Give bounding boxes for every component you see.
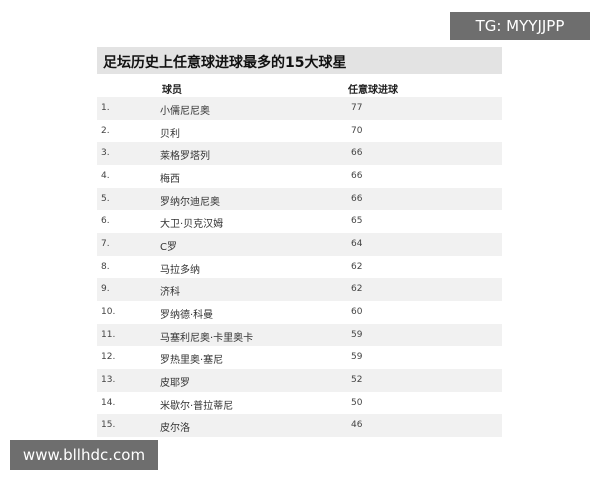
- player-name-cell: 大卫·贝克汉姆: [160, 219, 224, 231]
- table-row: 5. 罗纳尔迪尼奥 66: [97, 187, 502, 211]
- rank-cell: 6.: [101, 216, 110, 227]
- rank-cell: 2.: [101, 125, 110, 136]
- table-row: 4. 梅西 66: [97, 165, 502, 188]
- player-name-cell: 梅西: [160, 173, 180, 185]
- goals-cell: 50: [351, 397, 363, 408]
- table-row: 11. 马塞利尼奥·卡里奥卡 59: [97, 323, 502, 347]
- column-header-player: 球员: [162, 85, 182, 96]
- goals-cell: 60: [351, 306, 363, 317]
- player-name-cell: 罗热里奥·塞尼: [160, 355, 224, 367]
- table-row: 7. C罗 64: [97, 232, 502, 256]
- ranking-table: 1. 小儒尼尼奥 77 2. 贝利 70 3. 莱格罗塔列 66 4. 梅西 66 5. 罗纳尔迪尼奥 66…: [97, 97, 502, 437]
- rank-cell: 7.: [101, 238, 110, 249]
- rank-cell: 8.: [101, 261, 110, 272]
- goals-cell: 66: [351, 148, 363, 159]
- rank-cell: 11.: [101, 329, 116, 340]
- rank-cell: 5.: [101, 193, 110, 204]
- goals-cell: 46: [351, 420, 363, 431]
- table-row: 8. 马拉多纳 62: [97, 256, 502, 279]
- rank-cell: 1.: [101, 103, 110, 113]
- table-row: 9. 济科 62: [97, 278, 502, 301]
- rank-cell: 12.: [101, 352, 116, 363]
- column-header-goals: 任意球进球: [348, 85, 398, 96]
- player-name-cell: 马拉多纳: [160, 264, 200, 276]
- table-row: 14. 米歇尔·普拉蒂尼 50: [97, 392, 502, 415]
- table-row: 13. 皮耶罗 52: [97, 368, 502, 392]
- player-name-cell: 罗纳德·科曼: [160, 309, 214, 321]
- rank-cell: 9.: [101, 284, 110, 295]
- goals-cell: 59: [351, 329, 363, 340]
- watermark-bottom-left: www.bllhdc.com: [10, 440, 158, 470]
- rank-cell: 10.: [101, 306, 116, 317]
- table-row: 12. 罗热里奥·塞尼 59: [97, 346, 502, 369]
- player-name-cell: 贝利: [160, 128, 180, 140]
- rank-cell: 3.: [101, 148, 110, 159]
- table-row: 2. 贝利 70: [97, 120, 502, 143]
- goals-cell: 77: [351, 103, 363, 113]
- player-name-cell: C罗: [160, 241, 177, 253]
- player-name-cell: 小儒尼尼奥: [160, 106, 210, 117]
- player-name-cell: 罗纳尔迪尼奥: [160, 196, 220, 208]
- player-name-cell: 皮耶罗: [160, 377, 190, 389]
- table-title: 足坛历史上任意球进球最多的15大球星: [103, 55, 347, 71]
- goals-cell: 59: [351, 352, 363, 363]
- goals-cell: 65: [351, 216, 363, 227]
- watermark-top-right: TG: MYYJJPP: [450, 12, 590, 40]
- goals-cell: 70: [351, 125, 363, 136]
- goals-cell: 62: [351, 261, 363, 272]
- goals-cell: 64: [351, 238, 363, 249]
- rank-cell: 4.: [101, 170, 110, 181]
- table-row: 10. 罗纳德·科曼 60: [97, 301, 502, 324]
- table-row: 6. 大卫·贝克汉姆 65: [97, 210, 502, 233]
- player-name-cell: 皮尔洛: [160, 423, 190, 435]
- rank-cell: 15.: [101, 420, 116, 431]
- rank-cell: 13.: [101, 374, 116, 385]
- table-title-bar: 足坛历史上任意球进球最多的15大球星: [97, 47, 502, 74]
- table-row: 3. 莱格罗塔列 66: [97, 142, 502, 165]
- goals-cell: 66: [351, 193, 363, 204]
- goals-cell: 62: [351, 284, 363, 295]
- goals-cell: 66: [351, 170, 363, 181]
- player-name-cell: 济科: [160, 287, 180, 299]
- goals-cell: 52: [351, 374, 363, 385]
- player-name-cell: 米歇尔·普拉蒂尼: [160, 400, 234, 412]
- table-row: 15. 皮尔洛 46: [97, 414, 502, 437]
- player-name-cell: 马塞利尼奥·卡里奥卡: [160, 332, 254, 344]
- player-name-cell: 莱格罗塔列: [160, 151, 210, 163]
- table-row: 1. 小儒尼尼奥 77: [97, 97, 502, 120]
- rank-cell: 14.: [101, 397, 116, 408]
